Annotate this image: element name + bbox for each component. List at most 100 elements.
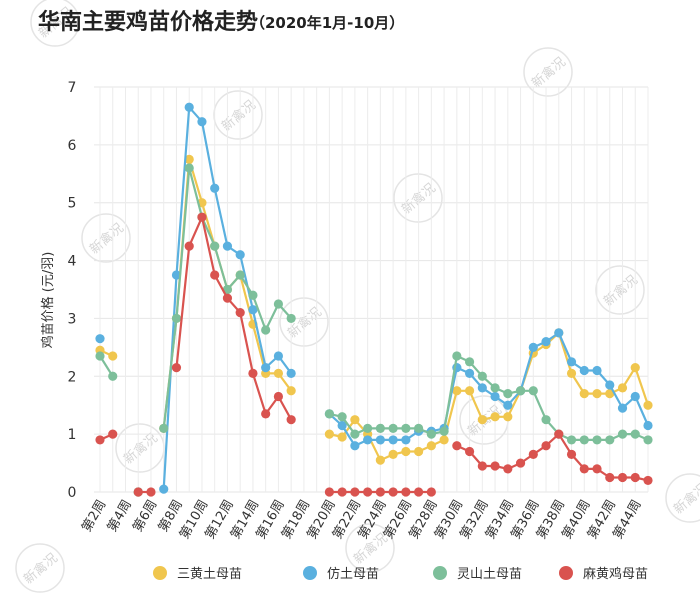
data-point [477, 383, 487, 393]
data-point [490, 461, 500, 471]
watermark-ring [393, 173, 443, 223]
data-point [503, 389, 513, 399]
data-point [286, 415, 296, 425]
series-layer [95, 102, 653, 497]
data-point [630, 472, 640, 483]
data-point [363, 487, 373, 497]
data-point [490, 391, 500, 402]
chart-subtitle: （2020年1月-10月） [250, 14, 404, 32]
legend-swatch [153, 566, 167, 580]
data-point [235, 270, 245, 280]
data-point [426, 487, 436, 497]
data-point [375, 455, 385, 465]
data-point [350, 441, 360, 451]
legend-label: 仿土母苗 [327, 567, 379, 582]
y-tick-label: 6 [68, 138, 77, 154]
data-point [464, 357, 475, 367]
data-point [388, 487, 398, 497]
data-point [414, 446, 424, 457]
legend-item-3: 麻黄鸡母苗 [559, 566, 648, 582]
watermark-ring [30, 0, 80, 47]
data-point [324, 409, 334, 419]
data-point [363, 435, 373, 445]
data-point [273, 391, 284, 402]
data-point [286, 368, 296, 378]
legend-swatch [433, 566, 447, 580]
data-point [566, 449, 577, 459]
data-point [541, 441, 551, 451]
data-point [566, 357, 577, 367]
series-3 [95, 212, 653, 497]
watermark-text: 新禽况 [87, 220, 127, 257]
watermark-ring [595, 265, 645, 315]
series-line [175, 216, 293, 421]
y-tick-label: 1 [68, 427, 77, 443]
data-point [541, 415, 551, 425]
x-tick-label: 第4周 [105, 498, 135, 535]
series-line [456, 433, 649, 482]
data-point [248, 305, 258, 315]
data-point [108, 429, 118, 439]
data-point [566, 368, 577, 378]
y-tick-label: 3 [68, 311, 77, 327]
data-point [388, 435, 398, 445]
data-point [350, 415, 360, 425]
data-point [528, 342, 538, 352]
data-point [95, 334, 105, 344]
data-point [388, 449, 398, 459]
data-point [171, 363, 182, 373]
data-point [439, 426, 449, 436]
data-point [261, 325, 271, 335]
data-point [464, 386, 475, 396]
data-point [210, 270, 220, 280]
data-point [273, 368, 284, 378]
legend-label: 三黄土母苗 [177, 567, 242, 582]
y-tick-label: 7 [68, 80, 77, 96]
watermark-11: 新禽况 [665, 473, 700, 523]
data-point [630, 429, 640, 439]
data-point [184, 163, 194, 173]
y-tick-label: 2 [68, 369, 77, 385]
data-point [235, 250, 245, 260]
data-point [350, 429, 360, 439]
data-point [248, 368, 258, 378]
data-point [222, 293, 233, 303]
data-point [439, 435, 449, 445]
data-point [617, 383, 628, 393]
data-point [375, 423, 385, 433]
y-axis-ticks: 0 1 2 3 4 5 6 7 [68, 80, 77, 501]
data-point [477, 415, 487, 425]
data-point [605, 472, 615, 483]
legend-item-1: 仿土母苗 [303, 566, 379, 582]
data-point [490, 412, 500, 422]
data-point [503, 464, 513, 474]
data-point [197, 117, 207, 127]
data-point [286, 313, 296, 324]
data-point [643, 420, 653, 431]
legend-label: 灵山土母苗 [457, 567, 522, 582]
data-point [235, 308, 245, 318]
data-point [337, 487, 347, 497]
data-point [554, 429, 564, 439]
data-point [261, 409, 271, 419]
data-point [197, 212, 207, 222]
data-point [286, 386, 296, 396]
data-point [363, 423, 373, 433]
data-point [566, 435, 577, 445]
data-point [452, 351, 462, 361]
data-point [541, 336, 551, 347]
data-point [643, 435, 653, 445]
data-point [159, 423, 169, 433]
data-point [95, 435, 105, 445]
legend-swatch [303, 566, 317, 580]
data-point [337, 412, 347, 422]
legend-item-0: 三黄土母苗 [153, 566, 242, 582]
data-point [426, 441, 436, 451]
data-point [643, 400, 653, 410]
data-point [375, 435, 385, 445]
data-point [592, 389, 602, 399]
legend: 三黄土母苗 仿土母苗 灵山土母苗 麻黄鸡母苗 [153, 566, 648, 582]
data-point [108, 371, 118, 381]
data-point [528, 449, 538, 459]
data-point [643, 475, 653, 486]
